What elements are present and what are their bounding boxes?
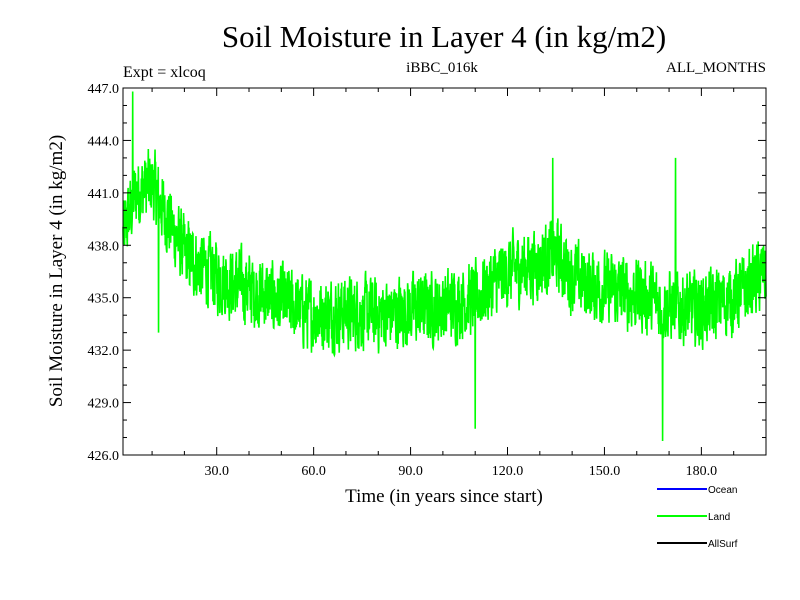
y-tick-label: 435.0 (88, 292, 120, 307)
plot-area (122, 91, 767, 442)
x-tick-label: 90.0 (398, 464, 423, 479)
y-axis: 426.0 429.0 432.0 435.0 438.0 441.0 444.0 447.0 (88, 82, 766, 464)
legend-label-ocean: Ocean (708, 485, 737, 496)
legend-label-allsurf: AllSurf (708, 539, 738, 550)
x-axis: 30.0 60.0 90.0 120.0 150.0 180.0 (151, 88, 735, 479)
y-tick-label: 426.0 (88, 449, 120, 464)
y-tick-label: 432.0 (88, 344, 120, 359)
y-tick-label: 444.0 (88, 134, 120, 149)
legend-label-land: Land (708, 512, 730, 523)
x-tick-label: 180.0 (686, 464, 718, 479)
y-tick-label: 438.0 (88, 239, 120, 254)
y-tick-label: 441.0 (88, 187, 120, 202)
y-tick-label: 447.0 (88, 82, 120, 97)
legend: Ocean Land AllSurf (657, 485, 738, 550)
x-tick-label: 120.0 (492, 464, 524, 479)
y-tick-label: 429.0 (88, 397, 120, 412)
x-tick-label: 30.0 (204, 464, 229, 479)
plot-frame (122, 87, 767, 456)
x-tick-label: 150.0 (589, 464, 621, 479)
chart-title: Soil Moisture in Layer 4 (in kg/m2) (222, 19, 666, 54)
experiment-label: Expt = xlcoq (123, 64, 206, 81)
x-axis-title: Time (in years since start) (345, 486, 543, 507)
x-tick-label: 60.0 (301, 464, 326, 479)
series-line-land (122, 91, 767, 442)
y-axis-title: Soil Moisture in Layer 4 (in kg/m2) (46, 135, 67, 407)
period-label: ALL_MONTHS (666, 60, 766, 76)
run-label: iBBC_016k (406, 60, 478, 76)
